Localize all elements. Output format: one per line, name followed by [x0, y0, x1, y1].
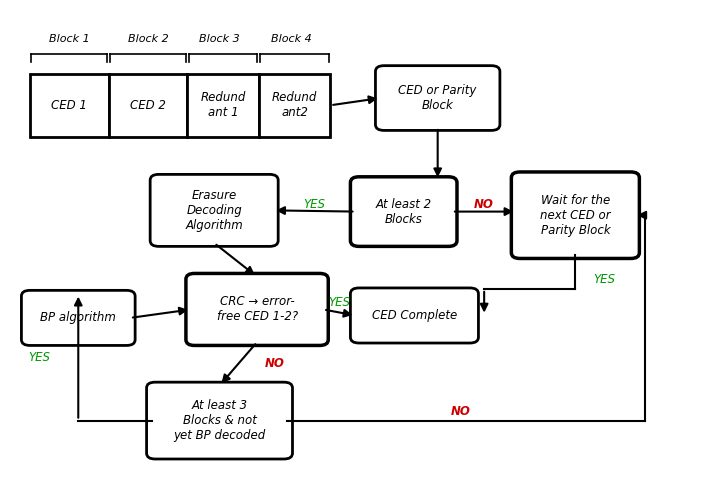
Bar: [108, 74, 187, 137]
FancyBboxPatch shape: [186, 274, 328, 346]
Text: At least 2
Blocks: At least 2 Blocks: [376, 198, 432, 226]
Text: CED 1: CED 1: [52, 99, 88, 112]
Bar: [187, 74, 259, 137]
Text: BP algorithm: BP algorithm: [40, 312, 116, 324]
Text: YES: YES: [328, 295, 350, 309]
Text: Redund
ant2: Redund ant2: [272, 91, 317, 119]
Bar: [259, 74, 330, 137]
Bar: [30, 74, 108, 137]
Text: At least 3
Blocks & not
yet BP decoded: At least 3 Blocks & not yet BP decoded: [174, 399, 266, 442]
Text: YES: YES: [303, 198, 325, 211]
FancyBboxPatch shape: [350, 288, 478, 343]
Text: Erasure
Decoding
Algorithm: Erasure Decoding Algorithm: [185, 189, 243, 232]
Text: CED Complete: CED Complete: [372, 309, 457, 322]
Text: NO: NO: [451, 405, 471, 418]
Text: Block 2: Block 2: [128, 34, 169, 44]
FancyBboxPatch shape: [511, 172, 639, 259]
Text: CRC → error-
free CED 1-2?: CRC → error- free CED 1-2?: [217, 295, 298, 324]
Text: Block 3: Block 3: [199, 34, 240, 44]
FancyBboxPatch shape: [376, 66, 500, 130]
Text: Redund
ant 1: Redund ant 1: [200, 91, 246, 119]
Text: CED 2: CED 2: [130, 99, 166, 112]
Text: Wait for the
next CED or
Parity Block: Wait for the next CED or Parity Block: [540, 194, 611, 237]
Text: NO: NO: [474, 198, 494, 211]
FancyBboxPatch shape: [150, 174, 278, 246]
Text: YES: YES: [28, 351, 50, 364]
Text: YES: YES: [593, 273, 615, 286]
Text: CED or Parity
Block: CED or Parity Block: [398, 84, 477, 112]
Text: Block 1: Block 1: [49, 34, 90, 44]
FancyBboxPatch shape: [146, 382, 292, 459]
Text: NO: NO: [265, 357, 285, 370]
Text: Block 4: Block 4: [271, 34, 312, 44]
FancyBboxPatch shape: [22, 290, 135, 346]
FancyBboxPatch shape: [350, 177, 457, 246]
